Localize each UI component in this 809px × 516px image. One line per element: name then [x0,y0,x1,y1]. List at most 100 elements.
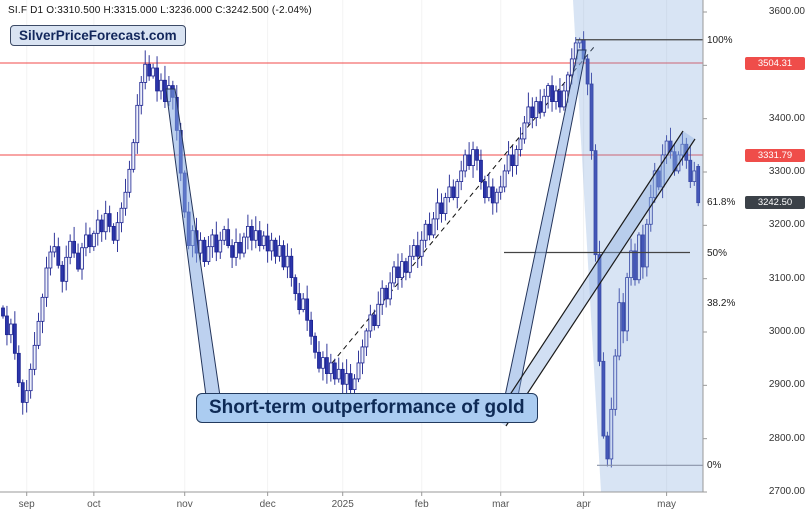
candle-body [625,277,629,332]
candle-body [463,154,468,172]
fib-level-label: 100% [707,34,733,46]
candle-body [139,82,144,106]
candle-body [107,213,112,227]
candle-body [324,357,329,375]
candle-body [423,223,428,241]
candle-body [482,181,487,199]
x-axis-tick-label: may [657,499,677,510]
candle-body [68,240,73,258]
y-axis-tick-label: 3300.00 [768,166,805,177]
candle-body [641,234,645,268]
candle-body [80,247,84,270]
fib-level-label: 0% [707,460,722,472]
candle-body [435,202,440,220]
candle-body [340,368,345,385]
fib-level-label: 50% [707,247,728,259]
candle-body [364,330,369,348]
candle-body [202,239,207,262]
resistance-price-badge: 3331.79 [745,148,805,162]
candle-body [218,239,223,253]
candle-body [115,222,120,241]
candle-body [431,218,436,236]
candle-body [352,378,357,390]
candle-body [648,197,653,225]
candle-body [198,239,203,254]
candle-body [257,230,262,247]
candle-body [542,95,547,113]
candle-body [44,267,49,298]
x-axis-tick-label: 2025 [331,499,354,510]
candle-body [498,186,503,193]
candle-body [317,351,321,369]
candle-body [32,344,37,370]
candle-body [24,390,29,403]
candle-body [273,239,278,257]
candle-body [127,168,132,193]
y-axis-tick-label: 3200.00 [768,219,805,231]
candle-body [696,165,701,204]
candle-body [103,213,108,233]
candle-body [439,202,444,215]
candle-body [384,287,389,300]
candle-body [76,252,80,270]
candle-body [585,58,590,85]
candle-body [601,360,606,437]
candle-body [609,408,614,460]
candle-body [155,67,159,92]
ohlc-readout: SI.F D1 O:3310.500 H:3315.000 L:3236.000… [8,5,312,16]
candle-body [534,101,539,118]
candle-body [589,83,594,152]
x-axis-tick-label: dec [259,499,276,510]
candle-body [656,170,661,188]
candle-body [565,74,570,92]
candle-body [1,307,5,317]
candle-body [135,104,140,144]
candle-body [332,362,337,380]
candle-body [131,142,136,170]
candle-body [613,355,618,410]
candle-body [84,234,88,249]
candle-body [471,149,475,167]
candle-body [60,264,65,282]
candle-body [569,58,574,76]
candle-body [245,225,250,238]
candle-body [305,298,310,321]
y-axis-tick-label: 2800.00 [768,432,805,444]
watermark-badge: SilverPriceForecast.com [10,25,186,46]
candle-body [111,225,116,241]
candle-body [99,219,104,233]
candle-body [526,106,531,124]
candle-body [490,186,495,204]
candle-body [621,302,626,332]
candle-body [52,246,57,253]
candle-body [123,191,128,209]
candle-body [688,159,693,182]
candle-body [372,314,377,326]
candle-body [538,101,543,113]
candle-body [95,219,100,234]
x-axis-tick-label: nov [176,499,193,510]
candle-body [356,362,361,380]
candle-body [617,302,622,357]
candle-body [403,261,408,273]
candle-body [633,250,637,281]
candle-body [20,382,25,403]
candle-body [242,236,246,254]
candle-body [360,346,365,364]
candle-body [510,154,515,167]
last-price-badge: 3242.50 [745,196,805,210]
candle-body [451,186,456,199]
candle-body [400,261,404,279]
candle-body [502,170,507,188]
candle-body [443,197,448,215]
resistance-price-badge: 3504.31 [745,56,805,70]
candle-body [407,255,412,273]
candle-body [411,245,416,257]
candle-body [660,154,665,188]
candle-body [514,149,519,167]
candle-body [269,239,274,252]
candle-body [486,186,491,199]
channel-fill [494,131,695,426]
